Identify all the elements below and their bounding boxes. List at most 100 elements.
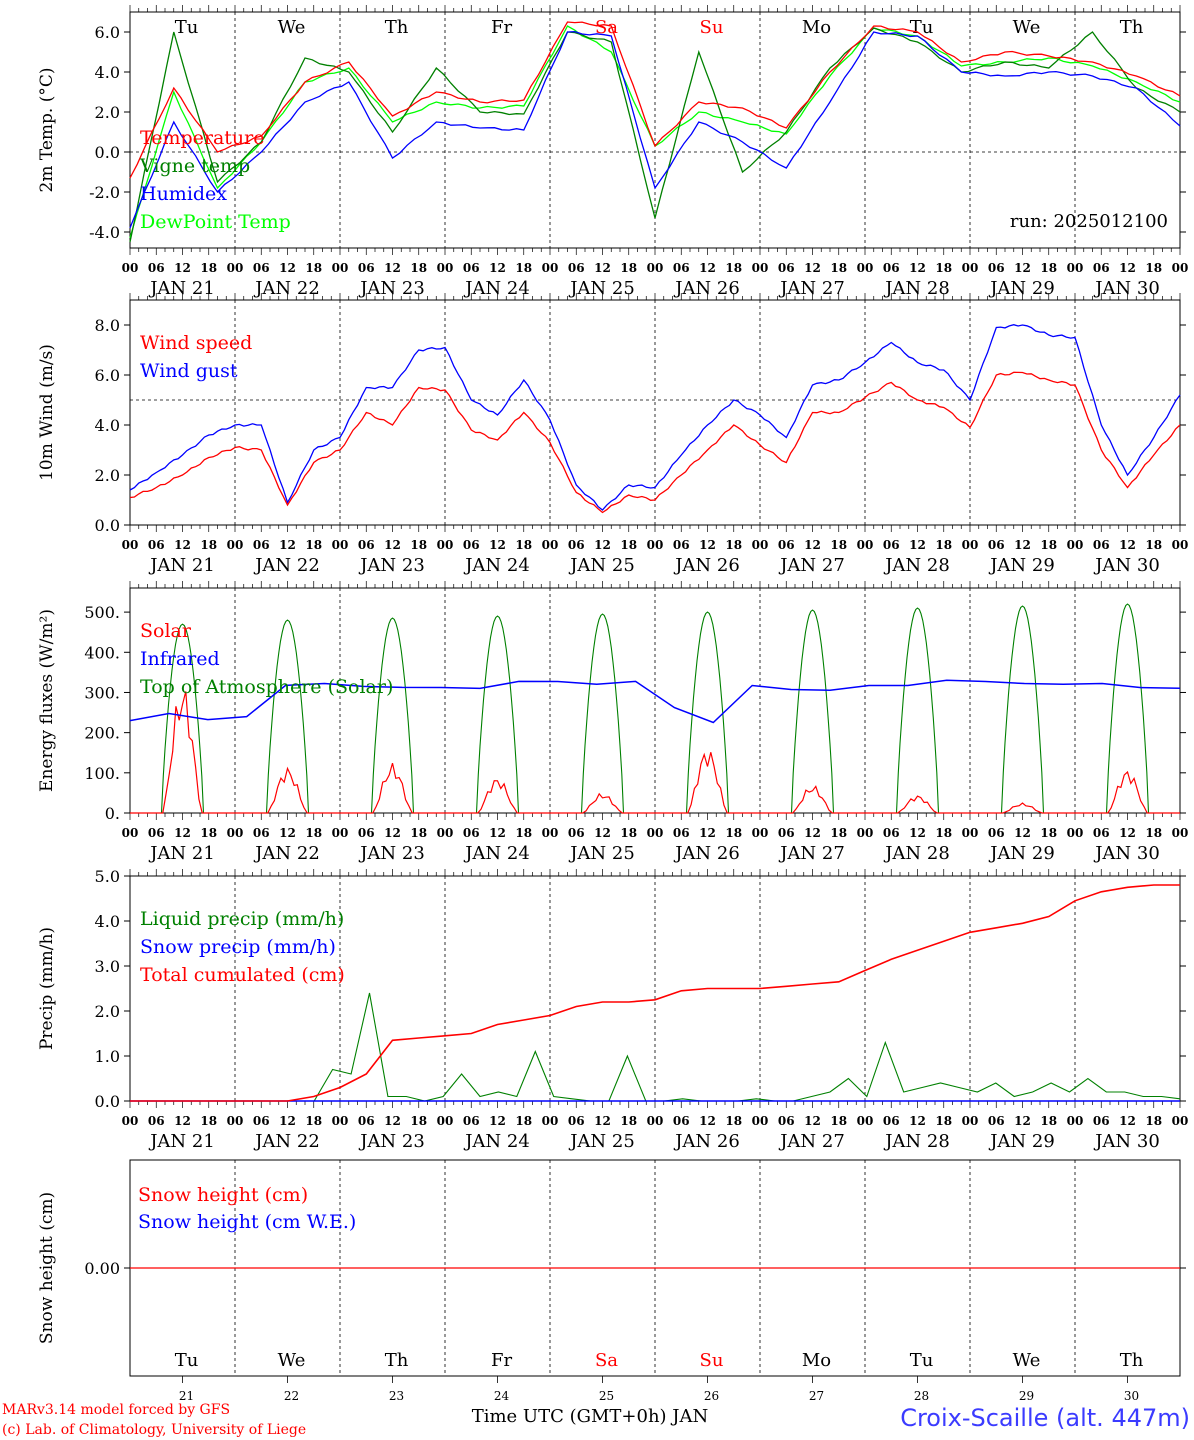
x-tick-label: 06	[988, 826, 1005, 840]
x-date-label: JAN 22	[253, 278, 320, 299]
x-tick-label: 12	[489, 538, 506, 552]
x-tick-label: 00	[122, 1114, 139, 1128]
series-line	[129, 371, 1181, 514]
x-tick-label: 06	[358, 1114, 375, 1128]
toa-solar-curve	[895, 607, 940, 814]
x-tick-label: 18	[725, 261, 742, 275]
x-date-label: JAN 21	[148, 555, 215, 576]
x-tick-label: 06	[883, 826, 900, 840]
legend-entry: Solar	[140, 620, 192, 642]
weekday-label: Sa	[595, 17, 618, 38]
x-tick-label: 12	[909, 538, 926, 552]
x-tick-label: 18	[200, 1114, 217, 1128]
x-tick-label: 12	[279, 1114, 296, 1128]
day-number: 27	[809, 1389, 824, 1403]
weekday-label: Th	[385, 1350, 409, 1371]
x-tick-label: 18	[1040, 826, 1057, 840]
x-tick-label: 18	[200, 826, 217, 840]
x-tick-label: 00	[542, 538, 559, 552]
x-tick-label: 12	[909, 261, 926, 275]
x-date-label: JAN 30	[1093, 278, 1160, 299]
x-tick-label: 06	[1093, 261, 1110, 275]
toa-solar-curve	[1000, 605, 1045, 814]
x-tick-label: 00	[122, 826, 139, 840]
x-tick-label: 18	[1040, 538, 1057, 552]
weekday-label: Tu	[175, 17, 199, 38]
x-tick-label: 00	[332, 826, 349, 840]
weekday-label: Su	[700, 1350, 724, 1371]
x-date-label: JAN 26	[673, 278, 740, 299]
day-number: 28	[914, 1389, 929, 1403]
x-tick-label: 06	[148, 538, 165, 552]
x-tick-label: 18	[620, 538, 637, 552]
x-date-label: JAN 22	[253, 555, 320, 576]
x-date-label: JAN 28	[883, 555, 950, 576]
x-tick-label: 18	[1040, 261, 1057, 275]
weekday-label: Fr	[491, 1350, 512, 1371]
x-tick-label: 12	[384, 826, 401, 840]
x-date-label: JAN 21	[148, 278, 215, 299]
day-number: 22	[284, 1389, 299, 1403]
x-tick-label: 00	[437, 538, 454, 552]
weekday-label: We	[1013, 17, 1041, 38]
y-tick-label: 0.	[105, 804, 120, 823]
weekday-label: Mo	[802, 1350, 831, 1371]
copyright: (c) Lab. of Climatology, University of L…	[2, 1422, 306, 1438]
y-tick-label: 2.0	[95, 103, 120, 122]
y-tick-label: 4.0	[95, 416, 120, 435]
x-tick-label: 06	[148, 1114, 165, 1128]
x-tick-label: 18	[410, 1114, 427, 1128]
x-tick-label: 12	[174, 538, 191, 552]
x-tick-label: 12	[594, 1114, 611, 1128]
y-tick-label: 6.0	[95, 23, 120, 42]
infrared-curve	[129, 679, 1181, 724]
x-tick-label: 12	[279, 261, 296, 275]
x-tick-label: 06	[253, 1114, 270, 1128]
x-tick-label: 00	[1067, 538, 1084, 552]
x-date-label: JAN 29	[988, 278, 1055, 299]
x-tick-label: 06	[568, 261, 585, 275]
x-date-label: JAN 27	[778, 1131, 845, 1152]
toa-solar-curve	[1105, 603, 1150, 814]
series-line	[129, 324, 1181, 511]
x-tick-label: 06	[568, 826, 585, 840]
x-tick-label: 06	[778, 261, 795, 275]
series-line	[129, 21, 1181, 179]
x-tick-label: 06	[358, 826, 375, 840]
solar-curve	[130, 691, 1180, 814]
toa-solar-curve	[475, 615, 520, 814]
y-tick-label: 300.	[84, 683, 120, 702]
weekday-label: Su	[700, 17, 724, 38]
x-date-label: JAN 28	[883, 1131, 950, 1152]
x-tick-label: 18	[305, 826, 322, 840]
series-line	[129, 30, 1181, 229]
y-tick-label: 2.0	[95, 466, 120, 485]
weekday-label: We	[278, 17, 306, 38]
x-date-label: JAN 24	[463, 1131, 530, 1152]
x-tick-label: 12	[699, 1114, 716, 1128]
x-tick-label: 00	[857, 826, 874, 840]
model-credit: MARv3.14 model forced by GFS	[2, 1402, 230, 1418]
x-tick-label: 06	[778, 826, 795, 840]
x-tick-label: 00	[962, 826, 979, 840]
x-tick-label: 12	[594, 538, 611, 552]
x-tick-label: 12	[699, 826, 716, 840]
x-tick-label: 18	[305, 261, 322, 275]
legend-entry: Total cumulated (cm)	[140, 964, 345, 986]
x-tick-label: 00	[437, 261, 454, 275]
x-date-label: JAN 29	[988, 843, 1055, 864]
x-date-label: JAN 29	[988, 1131, 1055, 1152]
x-tick-label: 18	[725, 538, 742, 552]
x-tick-label: 12	[909, 1114, 926, 1128]
x-tick-label: 06	[1093, 538, 1110, 552]
x-tick-label: 18	[1145, 1114, 1162, 1128]
weekday-label: Th	[1120, 17, 1144, 38]
weekday-label: Mo	[802, 17, 831, 38]
x-tick-label: 18	[200, 261, 217, 275]
x-tick-label: 18	[620, 826, 637, 840]
x-tick-label: 00	[752, 261, 769, 275]
x-tick-label: 12	[1119, 261, 1136, 275]
x-tick-label: 12	[489, 1114, 506, 1128]
x-tick-label: 12	[699, 261, 716, 275]
